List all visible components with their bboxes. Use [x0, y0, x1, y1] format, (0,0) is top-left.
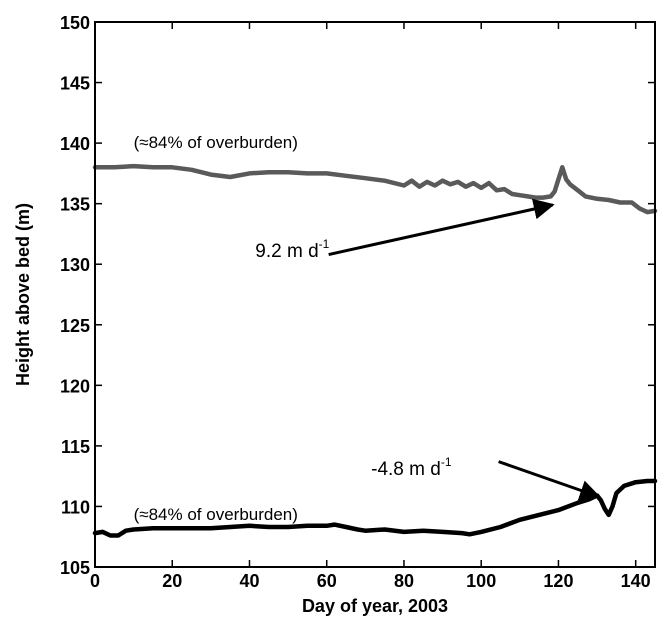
- y-tick-label: 140: [60, 134, 90, 154]
- annotation-arrow: [498, 460, 601, 501]
- axis-ticks-group: 0 20 40 60 80 100 120 140 105 110 115 120 125 130 135 1…: [60, 13, 655, 591]
- plot-area-frame: [94, 21, 656, 568]
- x-tick-label: 20: [162, 571, 182, 591]
- annotations-group: (≈84% of overburden) (≈84% of overburden)…: [134, 133, 601, 524]
- x-tick-label: 40: [239, 571, 259, 591]
- series-line-2: [92, 478, 658, 538]
- rate-annotation: 9.2 m d-1: [255, 237, 329, 262]
- y-tick-label: 135: [60, 195, 90, 215]
- x-tick-label: 60: [317, 571, 337, 591]
- x-tick-label: 140: [621, 571, 651, 591]
- series-line-1: [92, 163, 658, 215]
- annotation-arrow: [328, 198, 555, 256]
- overburden-annotation: (≈84% of overburden): [134, 505, 298, 524]
- y-tick-label: 105: [60, 558, 90, 578]
- y-tick-label: 120: [60, 376, 90, 396]
- y-tick-label: 130: [60, 255, 90, 275]
- x-tick-label: 80: [394, 571, 414, 591]
- y-tick-label: 125: [60, 316, 90, 336]
- x-tick-label: 120: [543, 571, 573, 591]
- x-axis-label: Day of year, 2003: [302, 596, 448, 616]
- y-tick-label: 150: [60, 13, 90, 33]
- y-axis-label: Height above bed (m): [13, 203, 33, 386]
- y-tick-label: 115: [61, 437, 90, 457]
- rate-annotation: -4.8 m d-1: [371, 455, 452, 480]
- y-tick-label: 110: [61, 497, 90, 517]
- y-tick-label: 145: [60, 74, 90, 94]
- x-tick-label: 100: [466, 571, 496, 591]
- x-tick-label: 0: [90, 571, 100, 591]
- overburden-annotation: (≈84% of overburden): [134, 133, 298, 152]
- plot-series-group: [92, 163, 658, 538]
